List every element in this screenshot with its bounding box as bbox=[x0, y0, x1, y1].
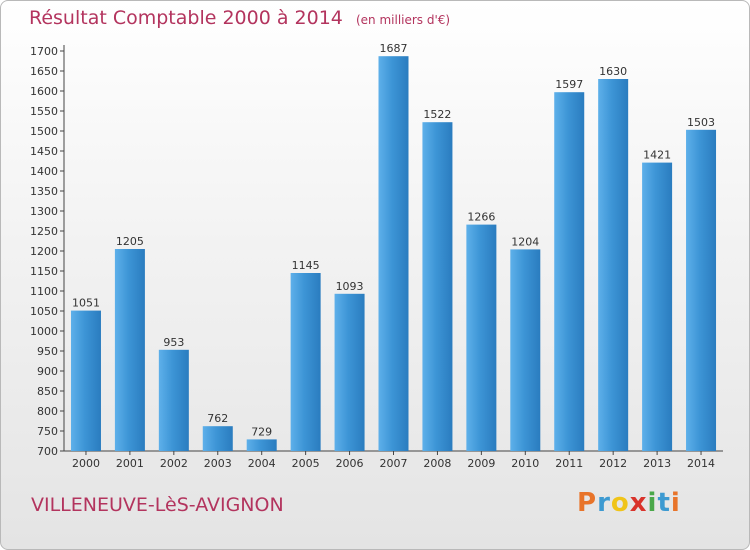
value-label-2000: 1051 bbox=[72, 297, 100, 310]
value-label-2003: 762 bbox=[207, 412, 228, 425]
x-tick-label-2010: 2010 bbox=[511, 457, 539, 470]
bar-2011 bbox=[554, 92, 585, 451]
y-tick-label: 1300 bbox=[30, 205, 58, 218]
y-tick-label: 850 bbox=[37, 385, 58, 398]
y-tick-label: 1700 bbox=[30, 45, 58, 58]
bar-2010 bbox=[510, 249, 541, 451]
bar-2006 bbox=[334, 293, 365, 451]
bar-2009 bbox=[466, 224, 497, 451]
bar-2004 bbox=[246, 439, 277, 451]
x-tick-label-2012: 2012 bbox=[599, 457, 627, 470]
value-label-2001: 1205 bbox=[116, 235, 144, 248]
y-tick-label: 1000 bbox=[30, 325, 58, 338]
value-label-2006: 1093 bbox=[336, 280, 364, 293]
y-tick-label: 1100 bbox=[30, 285, 58, 298]
bar-2014 bbox=[686, 129, 717, 452]
x-tick-label-2013: 2013 bbox=[643, 457, 671, 470]
proxiti-logo: Proxiti bbox=[577, 488, 681, 518]
bar-2007 bbox=[378, 56, 409, 451]
bar-2002 bbox=[158, 349, 189, 451]
title-row: Résultat Comptable 2000 à 2014 (en milli… bbox=[29, 7, 450, 29]
x-tick-label-2014: 2014 bbox=[687, 457, 715, 470]
y-tick-label: 800 bbox=[37, 405, 58, 418]
logo-letter: i bbox=[647, 488, 658, 518]
bar-2012 bbox=[598, 79, 629, 451]
value-label-2012: 1630 bbox=[599, 65, 627, 78]
y-tick-label: 900 bbox=[37, 365, 58, 378]
data-labels: 1051 1205 953 762 729 1145 1093 1687 1522 1266 120… bbox=[72, 42, 715, 438]
value-label-2014: 1503 bbox=[687, 116, 715, 129]
x-tick-label-2004: 2004 bbox=[248, 457, 276, 470]
logo-letter: o bbox=[610, 488, 630, 518]
x-tick-label-2011: 2011 bbox=[555, 457, 583, 470]
x-tick-label-2008: 2008 bbox=[423, 457, 451, 470]
y-tick-label: 1350 bbox=[30, 185, 58, 198]
x-tick-label-2005: 2005 bbox=[292, 457, 320, 470]
y-tick-label: 1650 bbox=[30, 65, 58, 78]
x-tick-label-2001: 2001 bbox=[116, 457, 144, 470]
value-label-2007: 1687 bbox=[380, 42, 408, 55]
y-tick-label: 1250 bbox=[30, 225, 58, 238]
x-tick-label-2006: 2006 bbox=[336, 457, 364, 470]
value-label-2011: 1597 bbox=[555, 78, 583, 91]
bar-2003 bbox=[202, 426, 233, 451]
value-label-2004: 729 bbox=[251, 425, 272, 438]
bar-2013 bbox=[642, 162, 673, 451]
y-tick-label: 700 bbox=[37, 445, 58, 458]
value-label-2005: 1145 bbox=[292, 259, 320, 272]
y-tick-label: 1450 bbox=[30, 145, 58, 158]
y-tick-label: 1400 bbox=[30, 165, 58, 178]
logo-letter: x bbox=[629, 488, 648, 518]
bar-2008 bbox=[422, 122, 453, 451]
x-tick-label-2007: 2007 bbox=[380, 457, 408, 470]
value-label-2010: 1204 bbox=[511, 235, 539, 248]
chart-subtitle: (en milliers d'€) bbox=[355, 13, 451, 27]
bars bbox=[70, 56, 717, 452]
y-tick-label: 1550 bbox=[30, 105, 58, 118]
value-label-2009: 1266 bbox=[467, 211, 495, 224]
x-tick-label-2003: 2003 bbox=[204, 457, 232, 470]
bar-2001 bbox=[114, 249, 145, 451]
x-tick-label-2009: 2009 bbox=[467, 457, 495, 470]
y-tick-label: 1050 bbox=[30, 305, 58, 318]
logo-letter: P bbox=[577, 488, 598, 518]
y-tick-label: 1200 bbox=[30, 245, 58, 258]
town-name: VILLENEUVE-LèS-AVIGNON bbox=[31, 494, 284, 516]
y-tick-label: 1600 bbox=[30, 85, 58, 98]
y-tick-label: 1500 bbox=[30, 125, 58, 138]
chart-title: Résultat Comptable 2000 à 2014 bbox=[29, 7, 343, 29]
y-tick-label: 1150 bbox=[30, 265, 58, 278]
logo-letter: t bbox=[657, 488, 671, 518]
x-tick-label-2002: 2002 bbox=[160, 457, 188, 470]
y-tick-label: 750 bbox=[37, 425, 58, 438]
value-label-2013: 1421 bbox=[643, 149, 671, 162]
bar-2000 bbox=[70, 310, 101, 451]
bar-2005 bbox=[290, 273, 321, 451]
logo-letter: r bbox=[597, 488, 611, 518]
x-tick-label-2000: 2000 bbox=[72, 457, 100, 470]
y-tick-label: 950 bbox=[37, 345, 58, 358]
value-label-2002: 953 bbox=[163, 336, 184, 349]
value-label-2008: 1522 bbox=[423, 108, 451, 121]
logo-letter: i bbox=[670, 488, 681, 518]
